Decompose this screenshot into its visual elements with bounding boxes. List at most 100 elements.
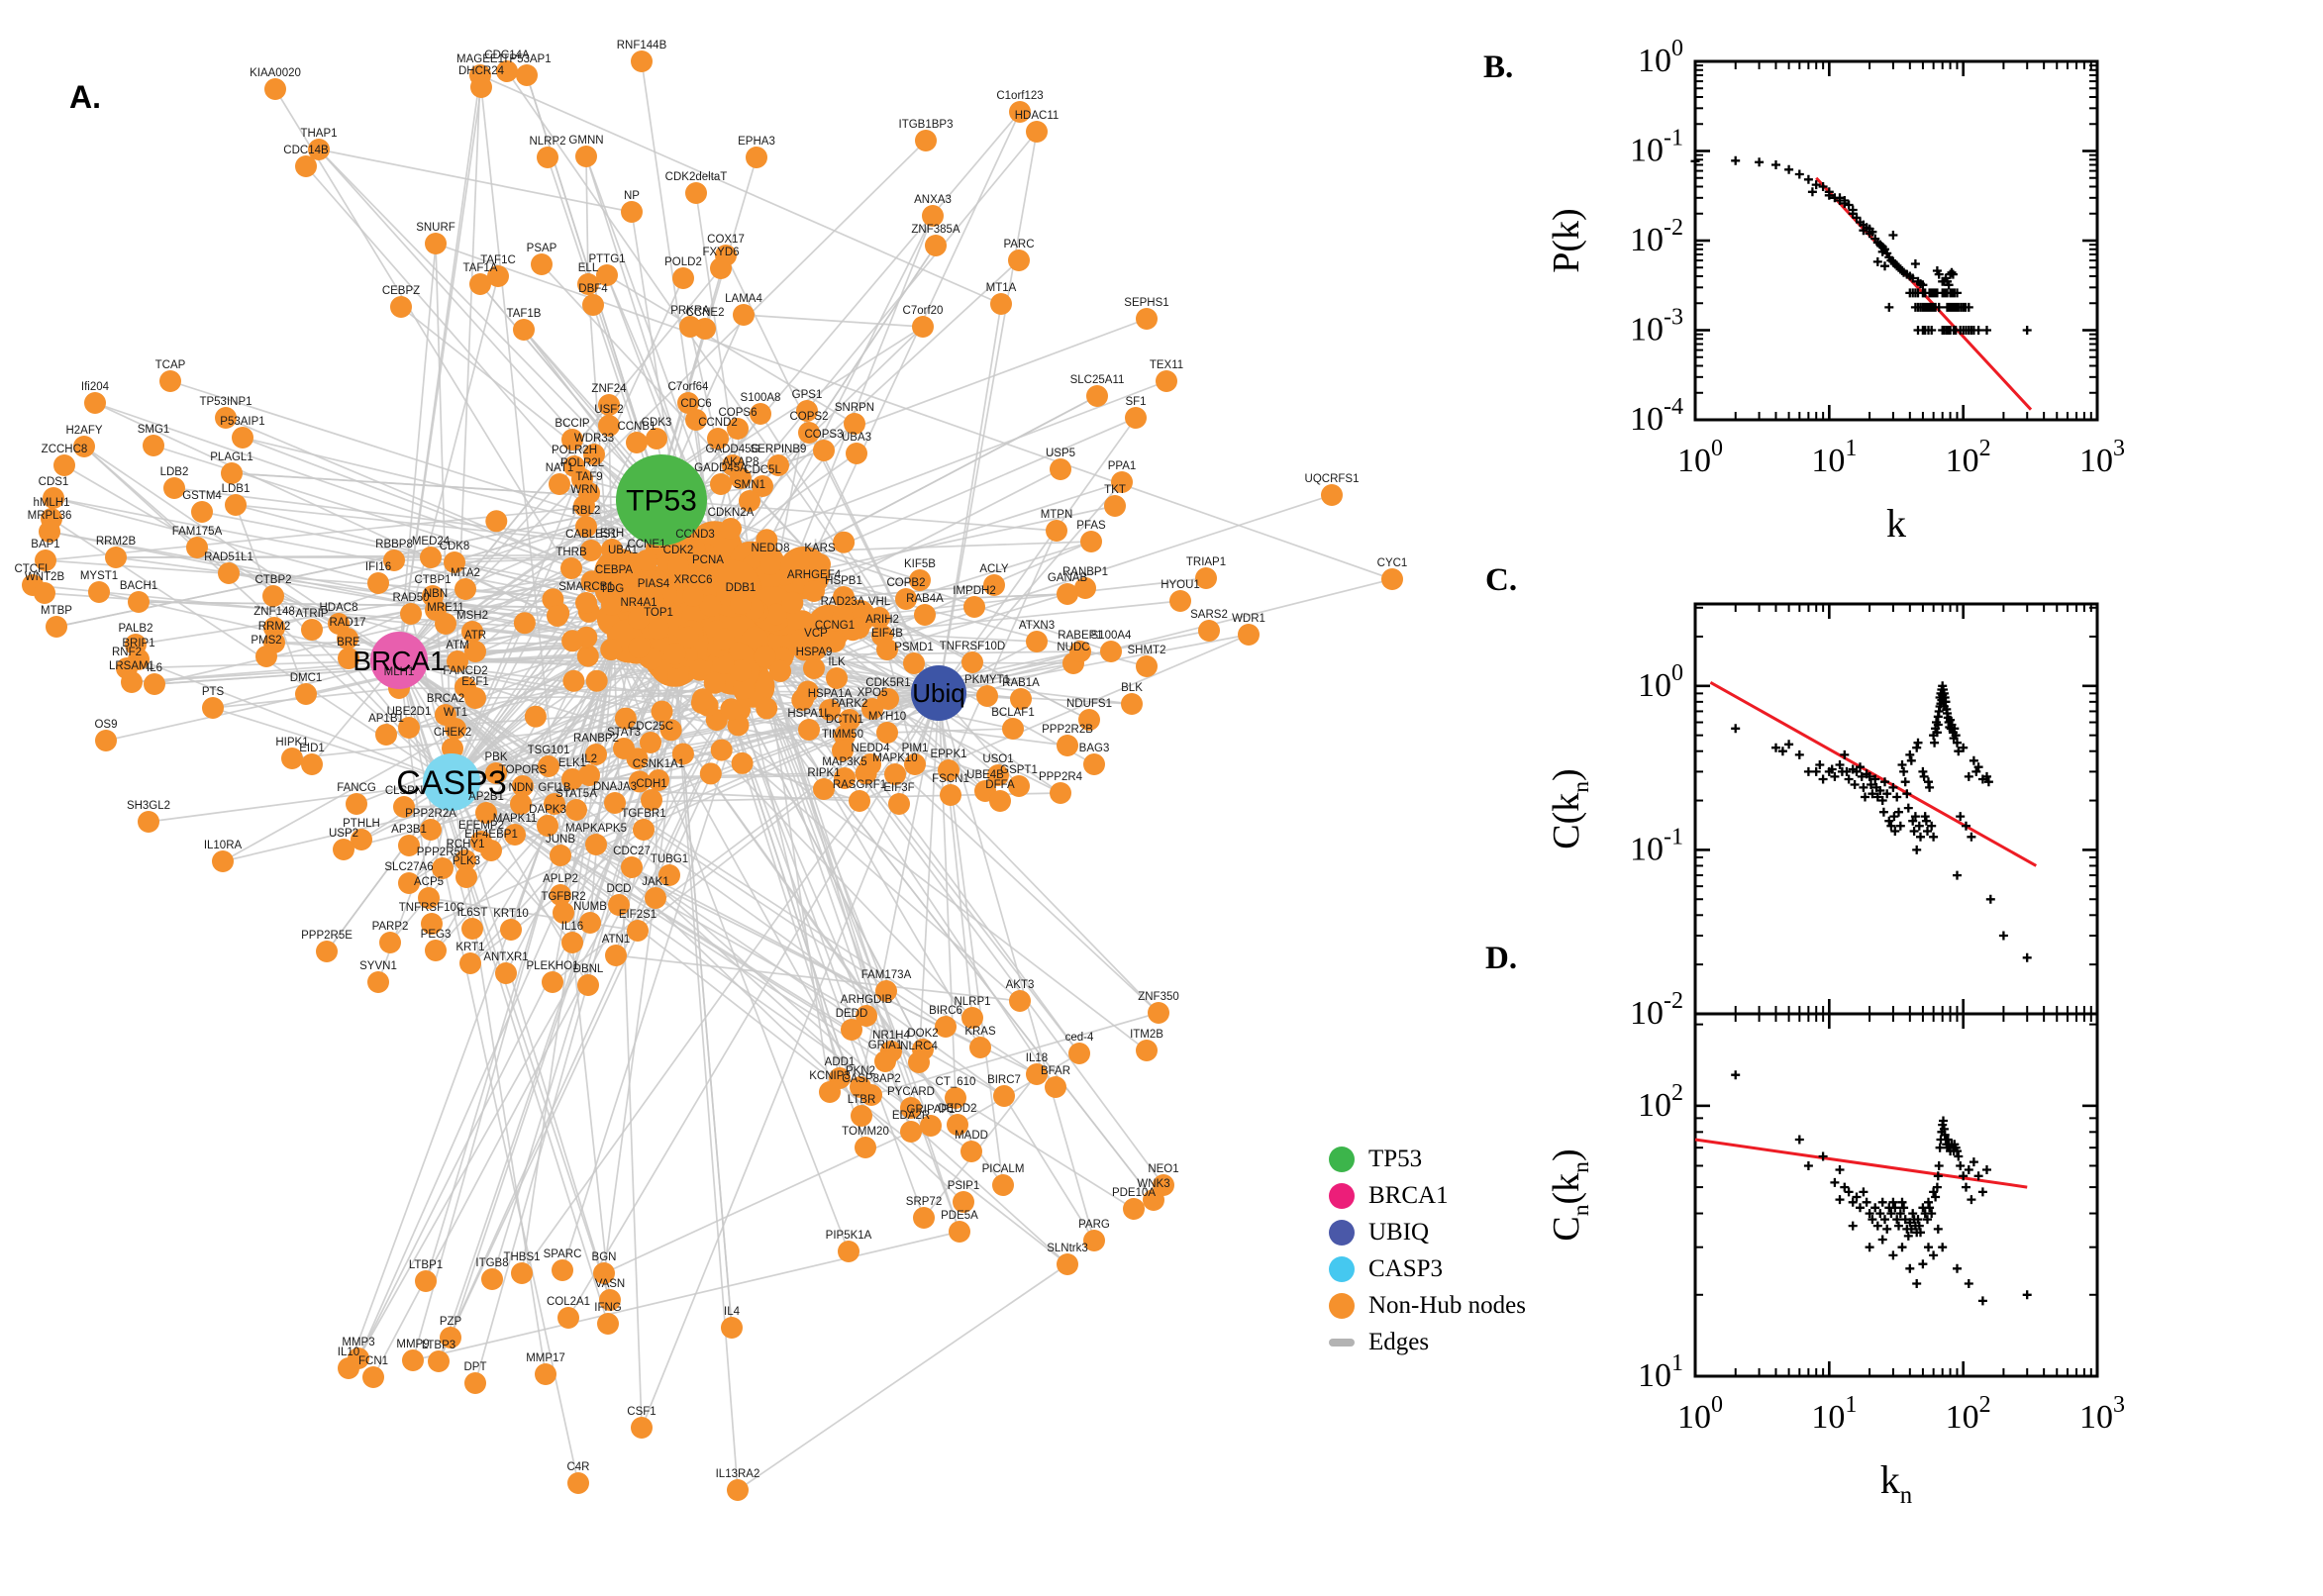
network-node [481, 1268, 503, 1290]
legend-label: BRCA1 [1368, 1182, 1449, 1209]
network-node [480, 840, 502, 861]
node-label: TUBG1 [651, 853, 688, 865]
network-node [992, 1174, 1014, 1196]
node-label: CCNE1 [628, 539, 666, 550]
node-label: RASGRF1 [833, 779, 886, 791]
network-node [1136, 655, 1158, 677]
node-label: ATR [464, 630, 486, 642]
node-label: CDC5L [744, 464, 781, 476]
network-node [95, 730, 117, 751]
network-node [232, 427, 253, 449]
network-node [1125, 407, 1147, 429]
network-node [1083, 1230, 1105, 1251]
network-node [648, 618, 669, 640]
network-node [262, 585, 284, 607]
network-node [1381, 568, 1403, 590]
network-node [759, 553, 781, 575]
network-node [913, 1207, 935, 1229]
node-label: NLRC4 [900, 1041, 938, 1052]
network-node [544, 793, 565, 815]
node-label: PSIP1 [948, 1180, 980, 1192]
network-node [746, 147, 767, 168]
node-label: DBNL [573, 963, 604, 975]
network-node [1100, 641, 1122, 662]
node-label: FSCN1 [932, 773, 969, 785]
node-label: IL10 [338, 1347, 359, 1358]
node-label: TP53INP1 [199, 396, 252, 408]
node-label: ZCCHC8 [42, 444, 88, 455]
network-node [561, 429, 583, 450]
node-label: TGFBR2 [541, 891, 585, 903]
network-node [961, 651, 983, 673]
node-label: DPT [464, 1361, 487, 1373]
node-label: PPP2R5D [417, 847, 468, 858]
node-label: CTBP2 [254, 574, 291, 586]
node-label: PARG [1078, 1219, 1110, 1231]
network-node [846, 443, 867, 464]
node-label: SLNtrk3 [1047, 1243, 1088, 1254]
network-node [470, 76, 492, 98]
node-label: IL6 [147, 662, 162, 674]
network-node [1045, 1076, 1066, 1098]
network-node [557, 1307, 579, 1329]
node-label: CASP8AP2 [842, 1073, 900, 1085]
network-node [645, 887, 666, 909]
network-node [813, 778, 835, 800]
node-label: CDK8 [440, 541, 470, 552]
node-label: PPP2R2A [405, 808, 456, 820]
node-label: PLAGL1 [210, 451, 252, 463]
node-label: KIAA0020 [250, 67, 301, 79]
hub-label-brca1: BRCA1 [353, 646, 445, 676]
node-label: DOK2 [907, 1028, 938, 1040]
node-label: RIPK1 [807, 767, 840, 779]
node-label: PPP2R2B [1042, 724, 1093, 736]
node-label: ILK [828, 656, 846, 668]
node-label: BFAR [1041, 1065, 1070, 1077]
network-node [949, 1221, 970, 1243]
network-node [851, 1105, 872, 1127]
network-node [144, 673, 165, 695]
chart-panel-C: 100 10-1 10-2 C(kn) [1546, 602, 2099, 1032]
node-label: CSNK1A1 [633, 758, 684, 770]
node-label: SMN1 [734, 479, 765, 491]
network-legend: TP53 BRCA1 UBIQ CASP3 Non-Hub nodes Edge… [1329, 1145, 1526, 1357]
network-node [316, 941, 338, 962]
network-node [646, 428, 667, 449]
network-node [367, 572, 389, 594]
network-node [577, 273, 599, 295]
network-node [1002, 718, 1024, 740]
node-label: MAPK11 [493, 813, 538, 825]
network-node [844, 413, 865, 435]
network-node [34, 582, 55, 604]
node-label: RANBP1 [1062, 566, 1108, 578]
network-node [39, 521, 60, 543]
node-label: STAT3 [607, 727, 641, 739]
node-label: AP2B1 [468, 791, 504, 803]
node-label: MAPKAPK5 [565, 823, 627, 835]
network-node [727, 418, 749, 440]
node-label: RRM2B [96, 536, 137, 548]
network-node [809, 553, 831, 575]
node-label: JAK1 [642, 876, 669, 888]
network-node [859, 753, 881, 775]
node-label: CDC27 [613, 846, 651, 857]
network-node [643, 589, 664, 611]
node-label: TOPORS [499, 764, 548, 776]
node-label: ARHGEF4 [787, 569, 842, 581]
network-node [579, 912, 601, 934]
x-axis-label: kn [1880, 1457, 1913, 1509]
network-node [425, 940, 447, 961]
network-node [608, 894, 630, 916]
network-node [983, 574, 1005, 596]
network-node [912, 316, 934, 338]
network-node [138, 811, 159, 833]
legend-label: UBIQ [1368, 1219, 1430, 1246]
node-label: IFI16 [365, 561, 391, 573]
node-label: RNF2 [112, 647, 142, 658]
network-node [432, 857, 454, 879]
node-label: PARK2 [832, 698, 868, 710]
node-label: KRT1 [455, 942, 484, 953]
network-node [461, 918, 483, 940]
